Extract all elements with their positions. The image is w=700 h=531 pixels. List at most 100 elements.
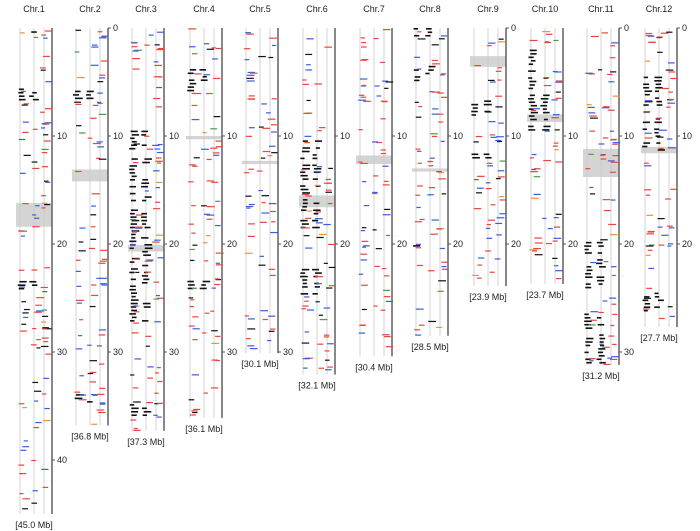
marker-tick (418, 324, 425, 326)
axis-tick-label: 10 (568, 131, 578, 141)
marker-black (129, 226, 136, 229)
marker-tick (40, 69, 46, 71)
marker-tick (157, 47, 165, 50)
marker-tick (305, 217, 312, 219)
marker-tick (270, 131, 277, 133)
marker-tick (260, 310, 269, 312)
marker-tick (372, 192, 378, 195)
marker-black (313, 209, 321, 212)
marker-tick (45, 108, 53, 110)
marker-tick (246, 33, 254, 35)
marker-tick (414, 221, 422, 223)
marker-tick (644, 132, 652, 134)
marker-tick (188, 28, 197, 30)
marker-tick (249, 348, 258, 350)
marker-tick (441, 96, 448, 98)
marker-tick (191, 374, 200, 376)
marker-black (302, 282, 307, 285)
marker-black (654, 128, 660, 131)
marker-tick (270, 328, 276, 330)
marker-tick (360, 229, 366, 232)
marker-tick (76, 76, 85, 79)
marker-tick (44, 203, 51, 206)
marker-tick (78, 250, 86, 252)
marker-tick (269, 274, 276, 277)
axis-tick-label: 30 (227, 347, 237, 357)
axis-tick-label: 10 (682, 131, 692, 141)
axis-tick-label: 20 (624, 239, 634, 249)
marker-tick (612, 95, 620, 97)
marker-tick (609, 234, 618, 236)
marker-tick (495, 139, 502, 142)
marker-tick (414, 101, 419, 103)
marker-black (313, 212, 319, 215)
marker-tick (244, 59, 250, 61)
marker-tick (589, 130, 596, 132)
axis-tick-label: 40 (57, 455, 67, 465)
marker-tick (327, 202, 333, 205)
marker-tick (380, 118, 386, 120)
chromosome-length-label: [37.3 Mb] (127, 437, 165, 447)
marker-tick (533, 176, 541, 178)
marker-tick (96, 277, 102, 279)
marker-tick (589, 358, 594, 360)
marker-black (655, 83, 661, 86)
marker-black (483, 103, 492, 106)
marker-black (656, 142, 661, 144)
marker-tick (440, 140, 445, 142)
marker-black (586, 269, 593, 272)
marker-tick (271, 221, 276, 223)
marker-tick (215, 335, 221, 337)
marker-tick (304, 300, 309, 302)
marker-black (129, 168, 135, 171)
marker-tick (258, 126, 264, 128)
marker-tick (553, 142, 559, 144)
marker-tick (247, 318, 255, 320)
marker-tick (31, 344, 37, 346)
marker-black (130, 199, 137, 202)
marker-tick (206, 158, 212, 161)
axis-tick-label: 20 (283, 239, 293, 249)
marker-black (643, 76, 649, 79)
marker-tick (432, 63, 440, 65)
marker-tick (496, 234, 502, 236)
marker-tick (271, 98, 277, 100)
marker-tick (360, 37, 366, 39)
marker-tick (18, 464, 25, 466)
marker-tick (32, 328, 37, 330)
chromosome-name: Chr.4 (193, 4, 215, 14)
marker-tick (215, 140, 222, 142)
marker-tick (602, 137, 609, 139)
marker-tick (247, 235, 255, 237)
marker-tick (589, 193, 596, 195)
marker-tick (132, 50, 139, 52)
marker-tick (431, 219, 439, 221)
marker-tick (203, 74, 210, 76)
marker-tick (441, 268, 448, 270)
marker-tick (98, 334, 106, 336)
marker-black (32, 98, 39, 101)
marker-tick (485, 182, 491, 184)
marker-black (130, 285, 136, 288)
marker-tick (246, 80, 255, 82)
marker-black (586, 361, 592, 364)
marker-tick (41, 328, 47, 330)
marker-tick (305, 53, 313, 56)
marker-tick (271, 124, 277, 126)
marker-tick (372, 141, 379, 143)
marker-tick (193, 92, 202, 95)
marker-black (584, 248, 589, 251)
marker-tick (302, 79, 307, 81)
marker-tick (146, 401, 154, 404)
marker-black (528, 97, 534, 100)
marker-tick (268, 330, 275, 332)
marker-tick (490, 136, 497, 138)
marker-black (18, 95, 25, 97)
marker-black (472, 107, 478, 109)
marker-tick (547, 228, 553, 230)
marker-black (315, 185, 321, 187)
marker-tick (529, 157, 534, 159)
marker-tick (415, 334, 422, 336)
marker-tick (244, 172, 250, 174)
marker-tick (98, 363, 105, 365)
